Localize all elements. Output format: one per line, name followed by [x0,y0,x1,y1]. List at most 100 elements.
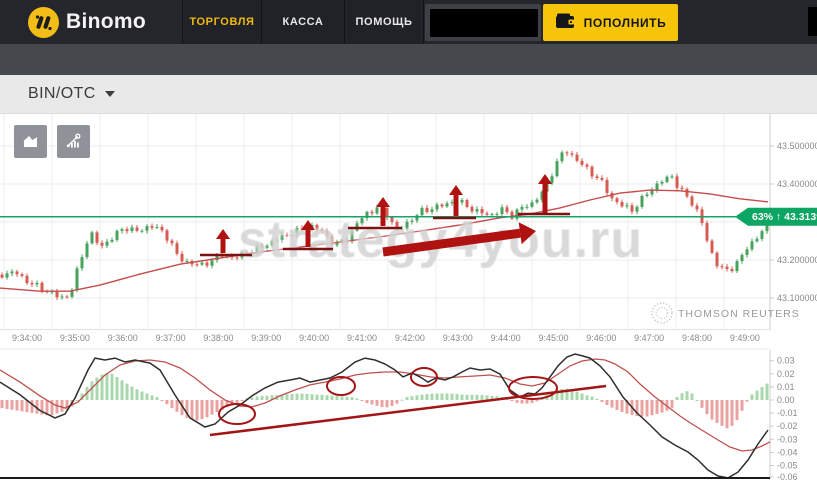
histogram-bar [660,400,664,413]
candle-body [620,202,624,207]
histogram-bar [365,400,369,404]
menu-item-trading[interactable]: ТОРГОВЛЯ [182,0,261,44]
candle-body [505,207,509,212]
candle-body [400,228,404,230]
histogram-bar [465,394,469,400]
histogram-bar [435,393,439,400]
indicators-button[interactable] [57,125,90,158]
histogram-bar [305,393,309,400]
candle-body [170,240,174,244]
price-label: 43.300000 [777,217,817,227]
histogram-bar [35,400,39,414]
candle-body [340,239,344,242]
histogram-bar [740,400,744,411]
time-label: 9:46:00 [586,333,616,343]
histogram-bar [290,393,294,400]
candle-body [5,273,9,278]
moving-average-line [0,189,769,292]
histogram-bar [695,400,699,401]
candle-body [375,207,379,214]
candle-body [525,206,529,208]
candle-body [195,264,199,266]
binomo-logo[interactable]: Binomo [28,6,146,38]
candle-body [465,200,469,207]
histogram-bar [15,400,19,411]
candle-body [565,152,569,154]
histogram-bar [210,400,214,415]
asset-selector[interactable]: BIN/OTC [28,85,115,103]
histogram-bar [155,397,159,400]
candle-body [730,268,734,272]
candle-body [135,227,139,231]
instrument-bar: BIN/OTC [0,75,817,114]
candle-body [305,229,309,231]
histogram-bar [185,400,189,418]
candle-body [420,207,424,216]
candle-body [380,207,384,209]
histogram-bar [495,396,499,400]
time-label: 9:39:00 [251,333,281,343]
candle-body [745,249,749,255]
balance-censored-value [430,9,538,37]
histogram-bar [20,400,24,412]
candle-body [85,243,89,258]
candle-body [590,166,594,177]
deposit-button-label: ПОПОЛНИТЬ [583,15,667,30]
histogram-bar [720,400,724,426]
menu-item-help[interactable]: ПОМОЩЬ [344,0,424,44]
candle-body [235,257,239,259]
histogram-bar [575,391,579,400]
histogram-bar [45,400,49,416]
oscillator-label: 0.03 [777,356,795,366]
histogram-bar [205,400,209,418]
candle-body [105,241,109,246]
candle-body [370,211,374,214]
chart-type-button[interactable] [14,125,47,158]
histogram-bar [105,373,109,400]
histogram-bar [580,393,584,400]
histogram-bar [765,383,769,400]
oscillator-label: -0.05 [777,461,798,471]
histogram-bar [530,400,534,404]
oscillator-label: 0.00 [777,395,795,405]
histogram-bar [460,394,464,400]
candle-body [735,261,739,272]
candle-body [20,274,24,276]
candle-body [315,224,319,230]
candle-body [55,291,59,298]
histogram-bar [430,393,434,400]
histogram-bar [755,390,759,400]
thomson-reuters-icon-inner [655,306,669,320]
price-label: 43.200000 [777,255,817,265]
oscillator-label: -0.04 [777,447,798,457]
histogram-bar [735,400,739,420]
histogram-bar [100,374,104,400]
time-label: 9:49:00 [730,333,760,343]
histogram-bar [610,400,614,408]
histogram-bar [10,400,14,410]
candle-body [145,226,149,231]
candle-body [50,291,54,293]
time-label: 9:43:00 [443,333,473,343]
menu-item-cashier[interactable]: КАССА [261,0,344,44]
candle-body [65,296,69,298]
histogram-bar [760,386,764,400]
histogram-bar [560,388,564,400]
corner-censored-value [808,7,817,36]
candle-body [95,232,99,243]
histogram-bar [565,388,569,400]
candle-body [125,229,129,232]
histogram-bar [80,393,84,400]
candle-body [675,176,679,188]
candle-body [425,207,429,212]
candle-body [670,176,674,178]
histogram-bar [190,400,194,420]
deposit-button[interactable]: ПОПОЛНИТЬ [543,4,678,41]
candle-body [685,188,689,197]
candle-body [515,209,519,219]
histogram-bar [195,400,199,421]
candle-body [260,245,264,249]
histogram-bar [385,400,389,408]
histogram-bar [570,390,574,400]
candle-body [470,206,474,212]
